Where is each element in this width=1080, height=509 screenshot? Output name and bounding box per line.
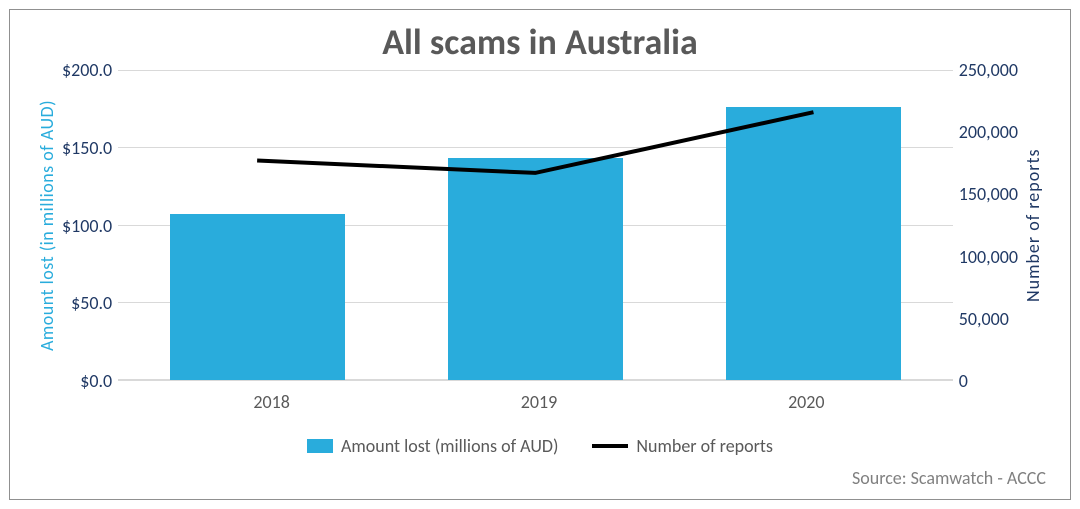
x-axis-row: 2018 2019 2020 xyxy=(10,381,1070,419)
x-tick: 2020 xyxy=(722,391,890,413)
x-ticks: 2018 2019 2020 xyxy=(138,381,940,419)
legend: Amount lost (millions of AUD) Number of … xyxy=(10,419,1070,465)
plot-area: Amount lost (in millions of AUD) $200.0 … xyxy=(10,70,1070,381)
line-series xyxy=(257,112,813,173)
x-tick: 2018 xyxy=(187,391,355,413)
x-tick: 2019 xyxy=(455,391,623,413)
legend-swatch-bar-icon xyxy=(307,439,333,453)
legend-label: Amount lost (millions of AUD) xyxy=(341,435,558,457)
legend-swatch-line-icon xyxy=(592,444,628,448)
chart-container: All scams in Australia Amount lost (in m… xyxy=(9,9,1071,500)
source-text: Source: Scamwatch - ACCC xyxy=(10,465,1070,499)
legend-item-bar: Amount lost (millions of AUD) xyxy=(307,435,558,457)
legend-item-line: Number of reports xyxy=(592,435,773,457)
line-series-svg xyxy=(118,70,953,380)
plot xyxy=(118,70,953,381)
y2-ticks: 250,000 200,000 150,000 100,000 50,000 0 xyxy=(953,70,1018,381)
chart-title: All scams in Australia xyxy=(10,10,1070,70)
y1-axis-label: Amount lost (in millions of AUD) xyxy=(32,70,62,381)
y2-axis-label: Number of reports xyxy=(1018,70,1048,381)
legend-label: Number of reports xyxy=(636,435,773,457)
y1-ticks: $200.0 $150.0 $100.0 $50.0 $0.0 xyxy=(62,70,118,381)
